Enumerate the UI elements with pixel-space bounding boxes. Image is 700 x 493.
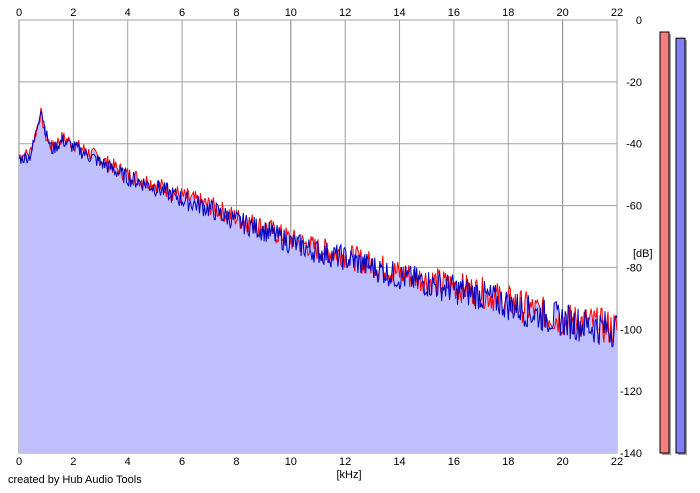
x-tick-labels-top: 0 2 4 6 8 10 12 14 16 18 20 22 [16,7,623,19]
y-tick-label: -100 [620,324,642,336]
series-layer [18,107,618,454]
left-level-meter [659,31,670,454]
x-tick-label-top: 16 [448,7,460,19]
x-tick-label-top: 18 [502,7,514,19]
y-tick-label: -120 [620,386,642,398]
y-axis-label: [dB] [633,248,653,260]
x-tick-label-top: 4 [125,7,131,19]
x-tick-label-bottom: 0 [16,456,22,468]
y-tick-label: -20 [626,77,642,89]
series-line-right [18,110,618,348]
x-tick-label-top: 14 [393,7,405,19]
y-tick-label: -40 [626,139,642,151]
spectrum-fill [19,107,617,454]
x-tick-label-top: 0 [16,7,22,19]
x-tick-label-bottom: 4 [125,456,131,468]
x-tick-label-top: 2 [70,7,76,19]
x-tick-label-bottom: 8 [233,456,239,468]
x-tick-label-bottom: 22 [611,456,623,468]
x-tick-label-top: 20 [557,7,569,19]
y-tick-label: -140 [620,448,642,460]
y-tick-labels: 0 -20 -40 -60 -80 -100 -120 -140 [620,15,642,460]
y-tick-label: -80 [626,262,642,274]
x-tick-label-bottom: 12 [339,456,351,468]
x-tick-labels-bottom: 0 2 4 6 8 10 12 14 16 18 20 22 [16,456,623,468]
credit-text: created by Hub Audio Tools [8,474,142,486]
y-tick-label: 0 [636,15,642,27]
x-tick-label-top: 22 [611,7,623,19]
x-tick-label-bottom: 18 [502,456,514,468]
x-tick-label-top: 6 [179,7,185,19]
x-tick-label-top: 12 [339,7,351,19]
y-tick-label: -60 [626,201,642,213]
x-tick-label-bottom: 2 [70,456,76,468]
x-tick-label-bottom: 10 [285,456,297,468]
right-level-meter [675,37,686,454]
x-tick-label-bottom: 20 [557,456,569,468]
x-tick-label-bottom: 14 [393,456,405,468]
x-axis-label: [kHz] [336,469,361,481]
series-line-left [18,107,618,344]
x-tick-label-bottom: 6 [179,456,185,468]
x-tick-label-bottom: 16 [448,456,460,468]
x-tick-label-top: 10 [285,7,297,19]
x-tick-label-top: 8 [233,7,239,19]
level-meters [659,31,687,455]
